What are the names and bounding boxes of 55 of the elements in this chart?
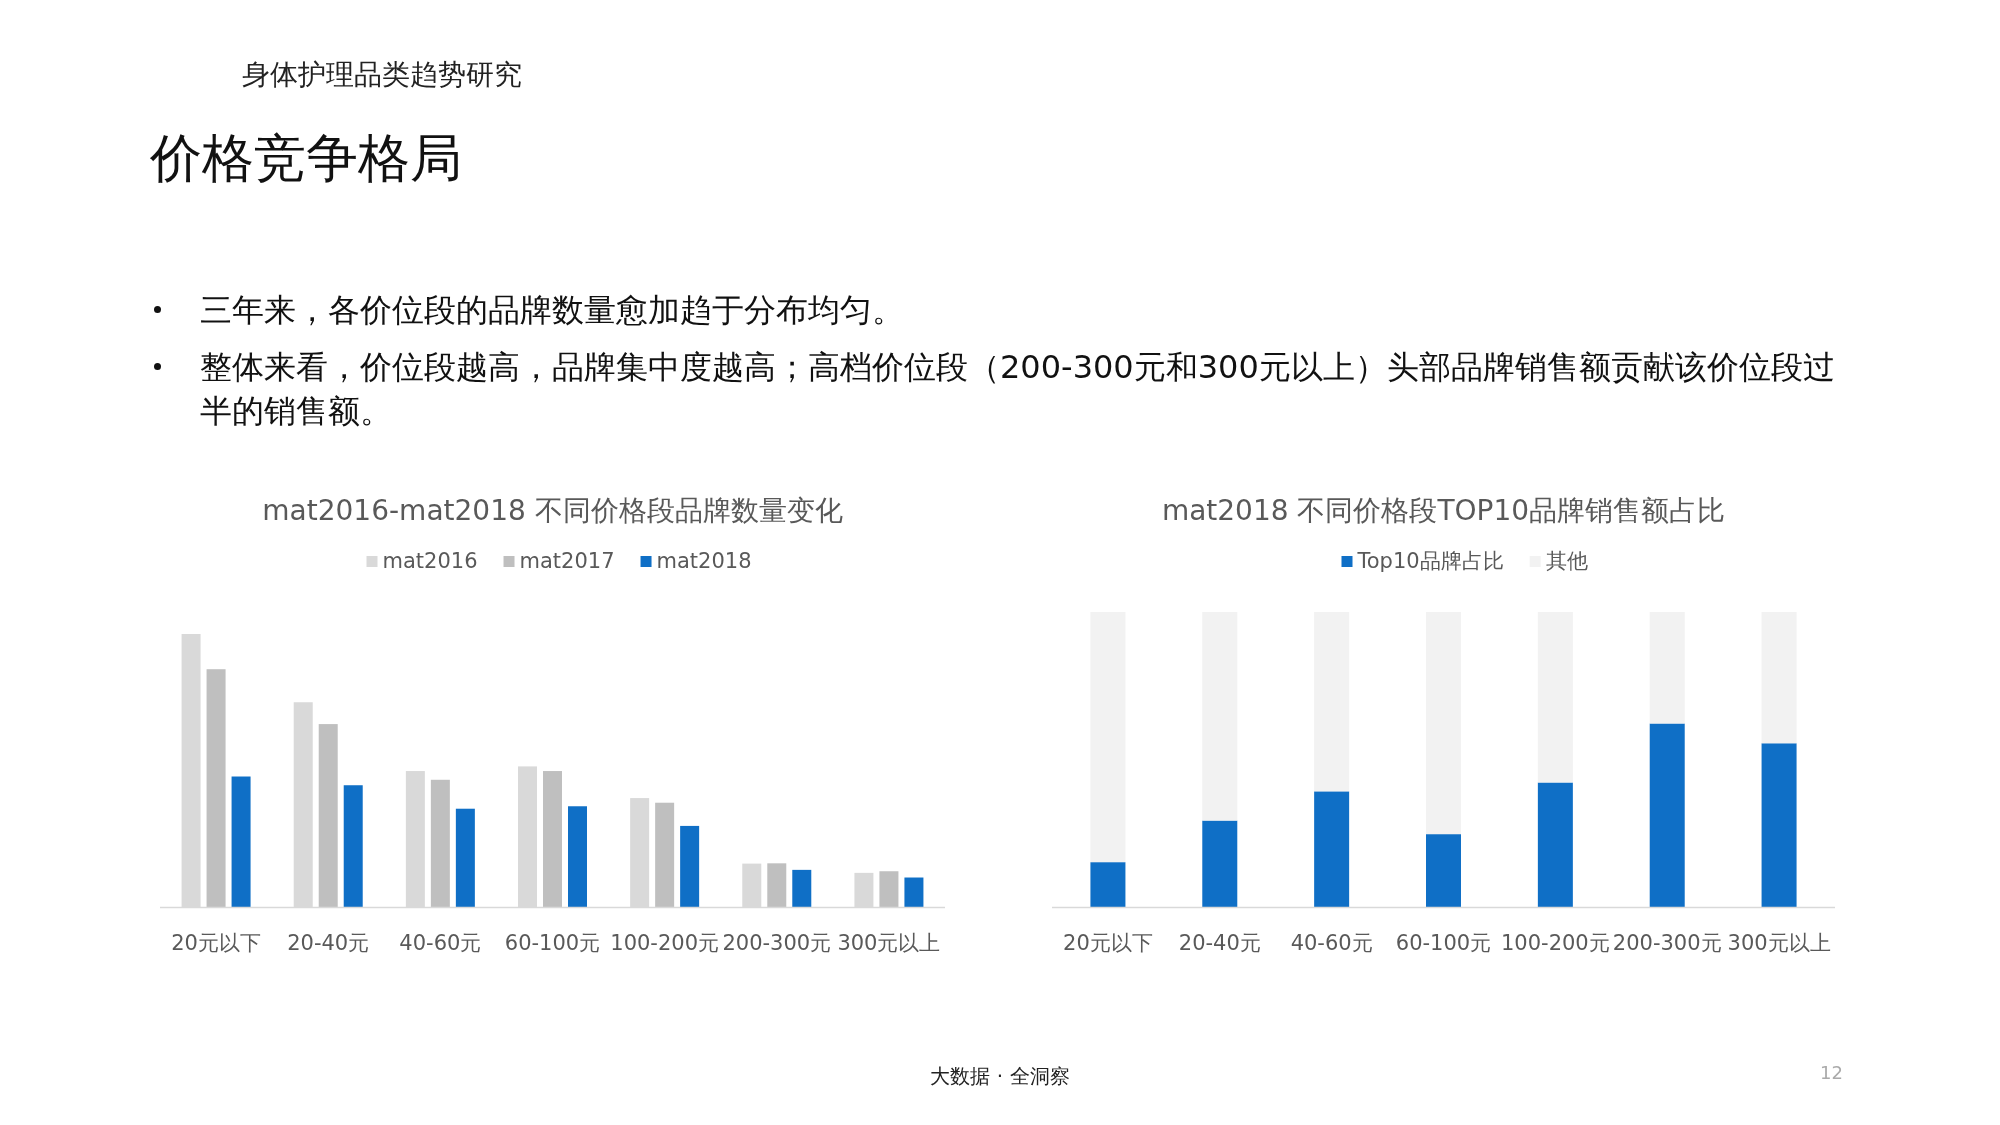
bar (1202, 612, 1238, 821)
bar (430, 779, 450, 907)
text: 三年来，各价位段的品牌数量愈加趋于分布均匀。 (200, 290, 905, 331)
text: 身体护理品类趋势研究 (242, 57, 522, 93)
bar (455, 808, 475, 907)
x-tick-label: 300元以上 (837, 931, 941, 955)
text: 价格竞争格局 (150, 127, 462, 190)
bar (1314, 612, 1350, 792)
x-tick-label: 100-200元 (1500, 931, 1610, 955)
bar (1537, 612, 1573, 783)
bar (1761, 612, 1797, 744)
text: 整体来看，价位段越高，品牌集中度越高；高档价位段（200-300元和300元以上）头部品牌销售额贡献该价位段过半的销售额。 (200, 347, 1836, 432)
bar (1314, 791, 1350, 907)
text: 12 (1820, 1062, 1843, 1083)
legend-label: mat2016 (382, 549, 478, 573)
bar (568, 806, 587, 907)
bar (1426, 834, 1461, 907)
legend-label: mat2017 (519, 549, 615, 573)
x-tick-label: 300元以上 (1727, 931, 1831, 955)
bar (1426, 612, 1461, 835)
bar (680, 825, 700, 907)
x-tick-label: 60-100元 (504, 931, 601, 955)
chart-title: mat2018 不同价格段TOP10品牌销售额占比 (1161, 494, 1726, 527)
legend-label: mat2018 (656, 549, 752, 573)
bar (318, 724, 338, 907)
x-tick-label: 200-300元 (1612, 931, 1722, 955)
x-tick-label: 20-40元 (287, 931, 370, 955)
x-tick-label: 20元以下 (171, 931, 261, 955)
bar (792, 869, 812, 907)
bar (655, 802, 675, 907)
bar (1649, 612, 1685, 724)
x-tick-label: 20元以下 (1063, 931, 1153, 955)
chart-title: mat2016-mat2018 不同价格段品牌数量变化 (262, 494, 843, 527)
x-tick-label: 100-200元 (610, 931, 720, 955)
text: 大数据 · 全洞察 (929, 1063, 1071, 1090)
bar (206, 669, 226, 907)
x-tick-label: 60-100元 (1395, 931, 1492, 955)
bar (1761, 743, 1797, 907)
bar (1649, 723, 1685, 907)
x-tick-label: 200-300元 (722, 931, 832, 955)
bar (904, 877, 924, 907)
bar (543, 771, 562, 907)
bar (1090, 862, 1126, 907)
bar (879, 871, 899, 907)
x-tick-label: 40-60元 (399, 931, 482, 955)
legend-label: 其他 (1545, 549, 1588, 573)
x-tick-label: 40-60元 (1290, 931, 1373, 955)
bar (1202, 820, 1238, 907)
x-tick-label: 20-40元 (1178, 931, 1261, 955)
bar (1090, 612, 1126, 863)
bar (767, 863, 787, 907)
legend-label: Top10品牌占比 (1356, 549, 1504, 573)
bar (1537, 782, 1573, 907)
bar (343, 785, 363, 907)
bar (231, 776, 251, 907)
